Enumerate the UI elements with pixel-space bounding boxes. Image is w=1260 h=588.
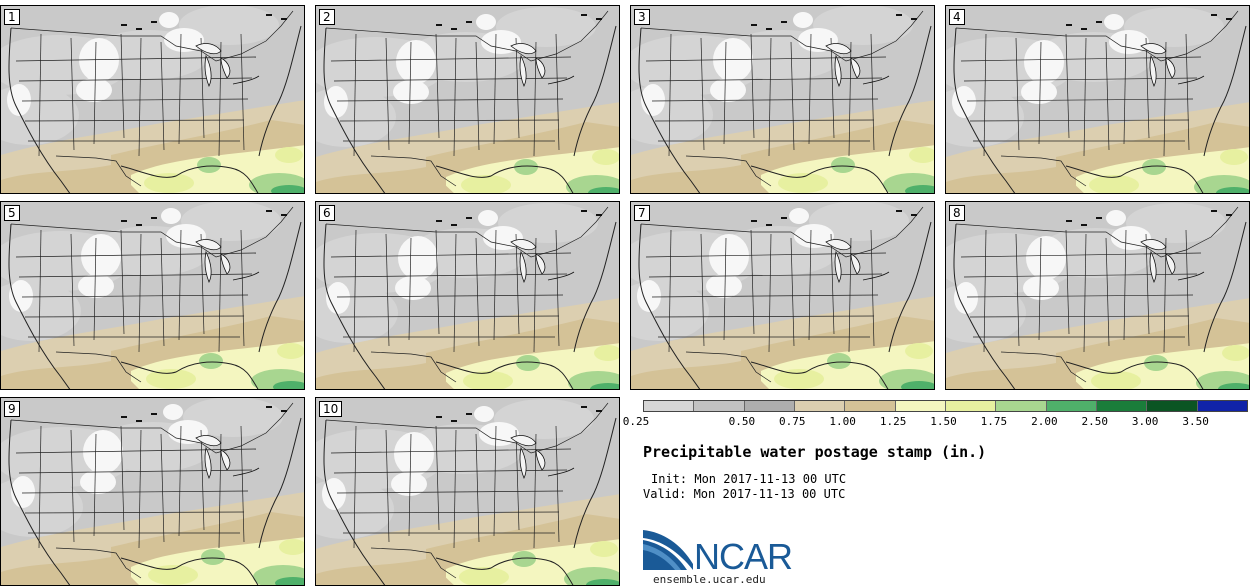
precip-water-map [631,202,934,389]
colorbar-swatch [895,401,946,411]
colorbar-tick: 1.50 [930,415,957,428]
ncar-logo-text: NCAR [694,536,793,577]
map-panel: 2 [315,5,620,194]
colorbar-swatch [845,401,896,411]
panel-number: 7 [634,205,650,221]
boundaries [323,206,617,389]
map-panel: 4 [945,5,1250,194]
boundaries [323,402,617,585]
map-panel: 8 [945,201,1250,390]
colorbar-swatch [1197,401,1247,411]
precip-water-map [1,6,304,193]
boundaries [323,10,617,193]
map-panel: 10 [315,397,620,586]
precip-water-map [946,202,1249,389]
panel-number: 10 [319,401,343,417]
map-panel: 9 [0,397,305,586]
colorbar-swatch [1147,401,1198,411]
precip-water-map [631,6,934,193]
colorbar-ticks: 0.25 0.50 0.75 1.00 1.25 1.50 1.75 2.00 … [623,415,1260,429]
colorbar-tick: 0.75 [779,415,806,428]
precip-water-map [316,398,619,585]
map-panel: 7 [630,201,935,390]
panel-number: 5 [4,205,20,221]
precip-water-map [946,6,1249,193]
map-panel: 3 [630,5,935,194]
boundaries [8,206,302,389]
precip-water-map [1,398,304,585]
colorbar-tick: 2.00 [1031,415,1058,428]
colorbar-swatch [794,401,846,411]
panel-number: 8 [949,205,965,221]
colorbar-tick: 1.75 [980,415,1008,428]
boundaries [953,10,1247,193]
map-panel: 6 [315,201,620,390]
valid-time: Valid: Mon 2017-11-13 00 UTC [643,487,846,501]
precip-water-map [316,202,619,389]
site-url: ensemble.ucar.edu [653,573,766,586]
panel-number: 6 [319,205,335,221]
panel-number: 2 [319,9,335,25]
precip-water-map [1,202,304,389]
ncar-logo-icon [643,530,693,570]
boundaries [638,206,932,389]
colorbar-tick: 1.25 [879,415,907,428]
map-panel: 5 [0,201,305,390]
boundaries [8,402,302,585]
colorbar-swatch [996,401,1047,411]
colorbar-swatch [744,401,795,411]
boundaries [638,10,932,193]
init-time: Init: Mon 2017-11-13 00 UTC [651,472,847,486]
panel-number: 9 [4,401,20,417]
colorbar-tick: 0.25 [622,415,650,428]
colorbar-swatch [644,401,695,411]
colorbar [643,400,1248,412]
colorbar-tick: 0.50 [728,415,756,428]
colorbar-tick: 3.00 [1131,415,1159,428]
panel-number: 4 [949,9,965,25]
colorbar-tick: 3.50 [1182,415,1209,428]
boundaries [8,10,302,193]
map-panel: 1 [0,5,305,194]
colorbar-swatch [945,401,997,411]
chart-title: Precipitable water postage stamp (in.) [643,443,987,461]
boundaries [953,206,1247,389]
colorbar-swatch [1046,401,1097,411]
colorbar-swatch [1096,401,1148,411]
precip-water-map [316,6,619,193]
panel-number: 3 [634,9,650,25]
colorbar-tick: 2.50 [1081,415,1109,428]
panel-number: 1 [4,9,20,25]
colorbar-swatch [694,401,745,411]
colorbar-tick: 1.00 [829,415,856,428]
